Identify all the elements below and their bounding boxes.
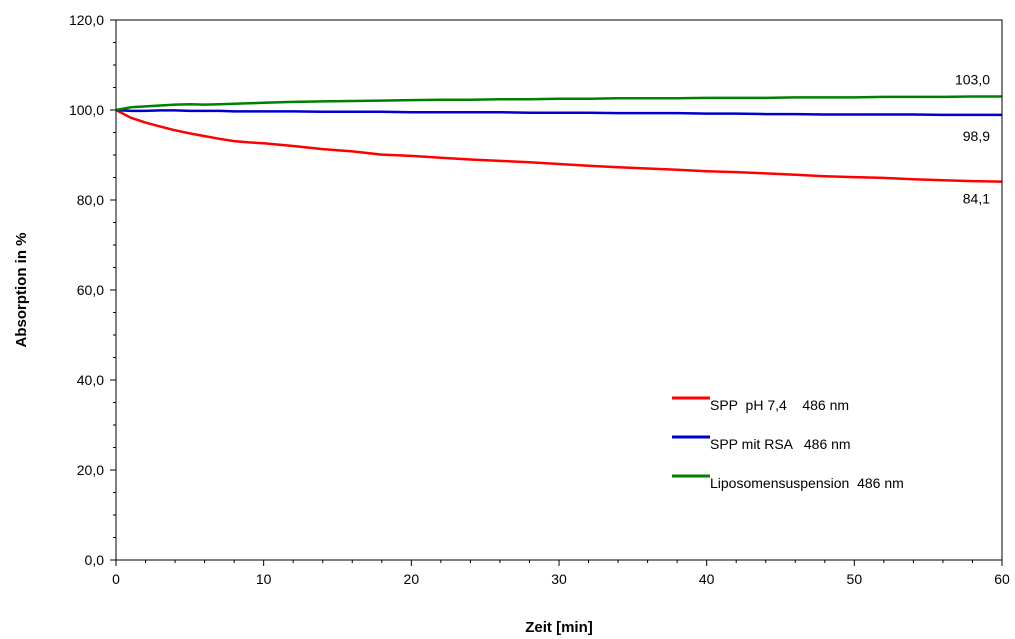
y-tick-label: 80,0	[77, 192, 104, 208]
plot-frame	[115, 19, 1003, 561]
y-axis-title: Absorption in %	[13, 233, 30, 348]
y-tick-label: 40,0	[77, 372, 104, 388]
legend-label-3: Liposomensuspension 486 nm	[710, 475, 904, 491]
y-tick-label: 60,0	[77, 282, 104, 298]
x-tick-label: 60	[994, 571, 1010, 587]
series-line-1	[115, 108, 1003, 183]
series-line-3	[115, 95, 1002, 112]
y-tick-label: 120,0	[69, 12, 104, 28]
x-tick-label: 50	[847, 571, 863, 587]
legend: SPP pH 7,4 486 nm SPP mit RSA 486 nm Lipos…	[672, 396, 904, 491]
y-axis: 0,0 20,0 40,0 60,0 80,0 100,0 120,0	[69, 12, 116, 568]
y-tick-label: 100,0	[69, 102, 104, 118]
series-lines	[115, 95, 1003, 183]
series-line-2	[115, 108, 1002, 117]
x-axis-title: Zeit [min]	[525, 619, 593, 636]
y-tick-label: 20,0	[77, 462, 104, 478]
end-labels: 84,1 98,9 103,0	[955, 72, 990, 207]
x-tick-label: 30	[551, 571, 567, 587]
end-value-label-1: 84,1	[963, 191, 990, 207]
x-axis: 0 10 20 30 40 50 60	[112, 560, 1010, 587]
x-tick-label: 40	[699, 571, 715, 587]
x-tick-label: 20	[404, 571, 420, 587]
legend-label-2: SPP mit RSA 486 nm	[710, 436, 851, 452]
y-tick-label: 0,0	[85, 552, 105, 568]
legend-label-1: SPP pH 7,4 486 nm	[710, 397, 849, 413]
x-tick-label: 0	[112, 571, 120, 587]
x-tick-label: 10	[256, 571, 272, 587]
end-value-label-3: 103,0	[955, 72, 990, 88]
end-value-label-2: 98,9	[963, 128, 990, 144]
